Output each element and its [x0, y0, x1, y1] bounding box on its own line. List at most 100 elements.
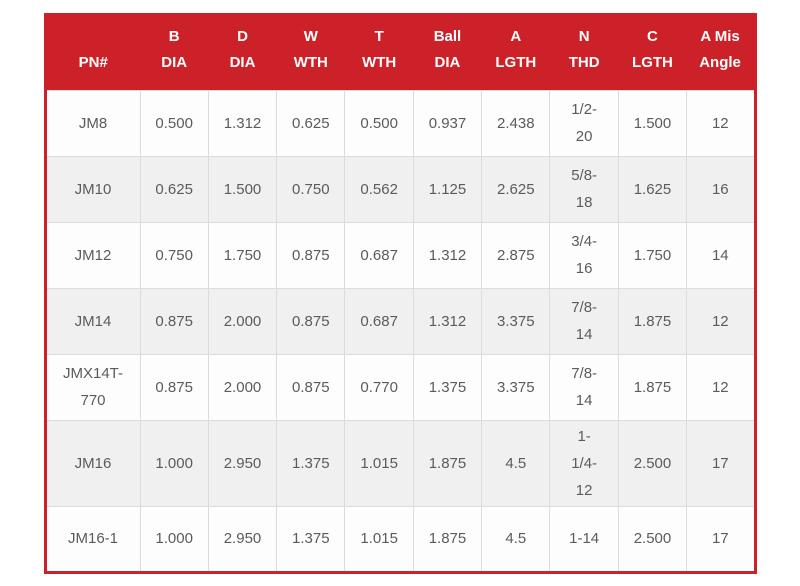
table-cell: 0.562	[344, 155, 414, 223]
cell-value: 1.750	[223, 246, 262, 264]
table-cell: 3.375	[481, 353, 551, 421]
table-cell: 1.312	[412, 287, 483, 355]
table-cell: 2.500	[617, 419, 688, 507]
table-cell: 0.750	[276, 155, 346, 223]
table-cell: 1- 1/4- 12	[549, 419, 619, 507]
cell-value: 16	[711, 180, 729, 198]
cell-value: JMX14T- 770	[62, 365, 123, 409]
cell-value: 0.687	[360, 312, 398, 330]
cell-value: 1.312	[428, 312, 467, 330]
cell-value: JM12	[74, 246, 112, 264]
table-cell: 1.015	[344, 419, 414, 507]
header-label: N THD	[568, 28, 600, 72]
table-cell: 1.750	[207, 221, 278, 289]
cell-part-number: JMX14T- 770	[44, 353, 141, 421]
cell-value: 3.375	[497, 312, 535, 330]
cell-value: 1.875	[428, 454, 467, 472]
cell-value: 1.312	[223, 114, 262, 132]
header-cell-c-lgth: C LGTH	[618, 14, 687, 90]
cell-part-number: JM10	[44, 155, 141, 223]
table-cell: 17	[686, 419, 756, 507]
cell-value: 1- 1/4- 12	[571, 427, 598, 499]
cell-value: 0.770	[360, 378, 398, 396]
cell-value: 0.500	[155, 114, 193, 132]
cell-value: JM16-1	[67, 530, 119, 547]
table-cell: 1.375	[412, 353, 483, 421]
table-cell: 0.750	[139, 221, 209, 289]
table-cell: 2.625	[481, 155, 551, 223]
cell-value: 0.875	[292, 312, 330, 330]
table-cell: 1.125	[412, 155, 483, 223]
cell-part-number: JM16-1	[44, 505, 141, 573]
table-cell: 5/8- 18	[549, 155, 619, 223]
header-cell-n-thd: N THD	[549, 14, 619, 90]
table-cell: 0.625	[139, 155, 209, 223]
table-cell: 7/8- 14	[549, 287, 619, 355]
cell-value: 0.750	[155, 246, 193, 264]
cell-value: 1.375	[292, 530, 330, 547]
cell-part-number: JM8	[44, 89, 141, 157]
cell-value: 2.438	[497, 114, 535, 132]
table-cell: 0.937	[412, 89, 483, 157]
cell-value: 1.000	[155, 454, 193, 472]
table-cell: 3.375	[481, 287, 551, 355]
cell-value: 2.000	[223, 378, 262, 396]
header-label: B DIA	[161, 28, 188, 72]
table-body: JM8 0.500 1.312 0.625 0.500 0.937 2.438 1/2- 20…	[44, 89, 756, 573]
table-cell: 1.312	[207, 89, 278, 157]
cell-value: 3/4- 16	[571, 233, 598, 277]
table-cell: 12	[686, 89, 756, 157]
cell-value: 0.875	[292, 378, 330, 396]
cell-value: 2.500	[633, 530, 672, 547]
cell-value: 12	[711, 114, 729, 132]
table-cell: 1.000	[139, 505, 209, 573]
cell-value: 1.375	[428, 378, 467, 396]
table-cell: 0.687	[344, 287, 414, 355]
table-cell: 2.000	[207, 353, 278, 421]
cell-value: JM14	[74, 312, 112, 330]
table-cell: 0.875	[276, 287, 346, 355]
cell-value: 1.015	[360, 530, 398, 547]
table-cell: 12	[686, 287, 756, 355]
cell-value: 3.375	[497, 378, 535, 396]
table-cell: 2.950	[207, 419, 278, 507]
cell-value: 1.015	[360, 454, 398, 472]
table-cell: 2.438	[481, 89, 551, 157]
table-cell: 2.950	[207, 505, 278, 573]
header-label: D DIA	[229, 28, 256, 72]
header-row: PN# B DIA D DIA W WTH T WTH Ball DIA A LGTH N T…	[45, 14, 755, 90]
table-cell: 14	[686, 221, 756, 289]
table-cell: 1.875	[617, 353, 688, 421]
cell-value: 2.875	[497, 246, 535, 264]
cell-value: 1.375	[292, 454, 330, 472]
cell-value: 2.000	[223, 312, 262, 330]
cell-value: 0.500	[360, 114, 398, 132]
table-row: JMX14T- 770 0.875 2.000 0.875 0.770 1.375 3.37…	[44, 353, 756, 421]
cell-value: 14	[711, 246, 729, 264]
cell-value: 17	[711, 530, 729, 547]
table-cell: 1.875	[412, 505, 483, 573]
table-cell: 0.625	[276, 89, 346, 157]
page: PN# B DIA D DIA W WTH T WTH Ball DIA A LGTH N T…	[0, 13, 800, 574]
cell-value: 0.562	[360, 180, 398, 198]
table-cell: 0.500	[139, 89, 209, 157]
table-cell: 1.750	[617, 221, 688, 289]
cell-value: 0.875	[292, 246, 330, 264]
table-cell: 12	[686, 353, 756, 421]
table-cell: 4.5	[481, 419, 551, 507]
header-label: Ball DIA	[433, 28, 462, 72]
cell-part-number: JM16	[44, 419, 141, 507]
cell-value: 1.312	[428, 246, 467, 264]
cell-value: 0.875	[155, 378, 193, 396]
table-cell: 2.500	[617, 505, 688, 573]
table-cell: 2.000	[207, 287, 278, 355]
table-cell: 1.875	[412, 419, 483, 507]
table-cell: 1.875	[617, 287, 688, 355]
table-row: JM10 0.625 1.500 0.750 0.562 1.125 2.625 5/8- 1…	[44, 155, 756, 223]
table-row: JM14 0.875 2.000 0.875 0.687 1.312 3.375 7/8- 1…	[44, 287, 756, 355]
table-cell: 1.500	[617, 89, 688, 157]
header-cell-a-mis-angle: A Mis Angle	[686, 14, 755, 90]
table-row: JM12 0.750 1.750 0.875 0.687 1.312 2.875 3/4- 1…	[44, 221, 756, 289]
cell-value: 7/8- 14	[571, 365, 598, 409]
cell-value: 17	[711, 454, 729, 472]
